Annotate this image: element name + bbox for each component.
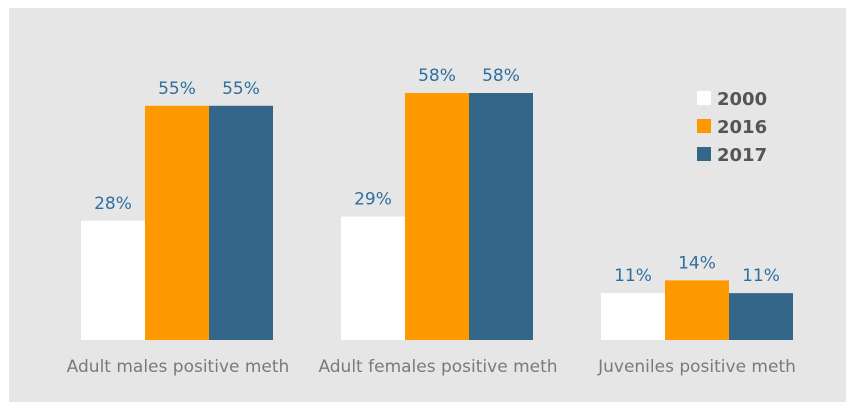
bar-2016-2 <box>405 93 469 340</box>
value-label-2000-1: 28% <box>94 194 132 214</box>
bars-group <box>81 93 793 340</box>
bar-2017-1 <box>209 105 273 340</box>
value-label-2017-1: 55% <box>222 79 260 99</box>
bar-2016-3 <box>665 280 729 340</box>
legend-label-2017: 2017 <box>717 145 767 166</box>
value-label-2017-2: 58% <box>482 66 520 86</box>
legend-swatch-2016 <box>697 119 711 133</box>
bar-2000-3 <box>601 293 665 340</box>
value-label-2016-3: 14% <box>678 253 716 273</box>
legend-swatch-2017 <box>697 147 711 161</box>
bar-2000-2 <box>341 216 405 340</box>
legend-label-2000: 2000 <box>717 89 767 110</box>
bar-2017-3 <box>729 293 793 340</box>
value-label-2000-2: 29% <box>354 190 392 210</box>
value-labels-group: 28% 55% 55% 29% 58% 58% 11% 14% 11% <box>94 66 780 286</box>
bar-2017-2 <box>469 93 533 340</box>
bar-2016-1 <box>145 105 209 340</box>
value-label-2016-2: 58% <box>418 66 456 86</box>
category-labels-group: Adult males positive meth Adult females p… <box>67 357 796 377</box>
category-label-3: Juveniles positive meth <box>597 357 796 377</box>
legend: 2000 2016 2017 <box>697 89 767 166</box>
value-label-2016-1: 55% <box>158 79 196 99</box>
category-label-2: Adult females positive meth <box>318 357 557 377</box>
legend-swatch-2000 <box>697 91 711 105</box>
bar-2000-1 <box>81 220 145 340</box>
value-label-2000-3: 11% <box>614 266 652 286</box>
legend-label-2016: 2016 <box>717 117 767 138</box>
category-label-1: Adult males positive meth <box>67 357 290 377</box>
value-label-2017-3: 11% <box>742 266 780 286</box>
